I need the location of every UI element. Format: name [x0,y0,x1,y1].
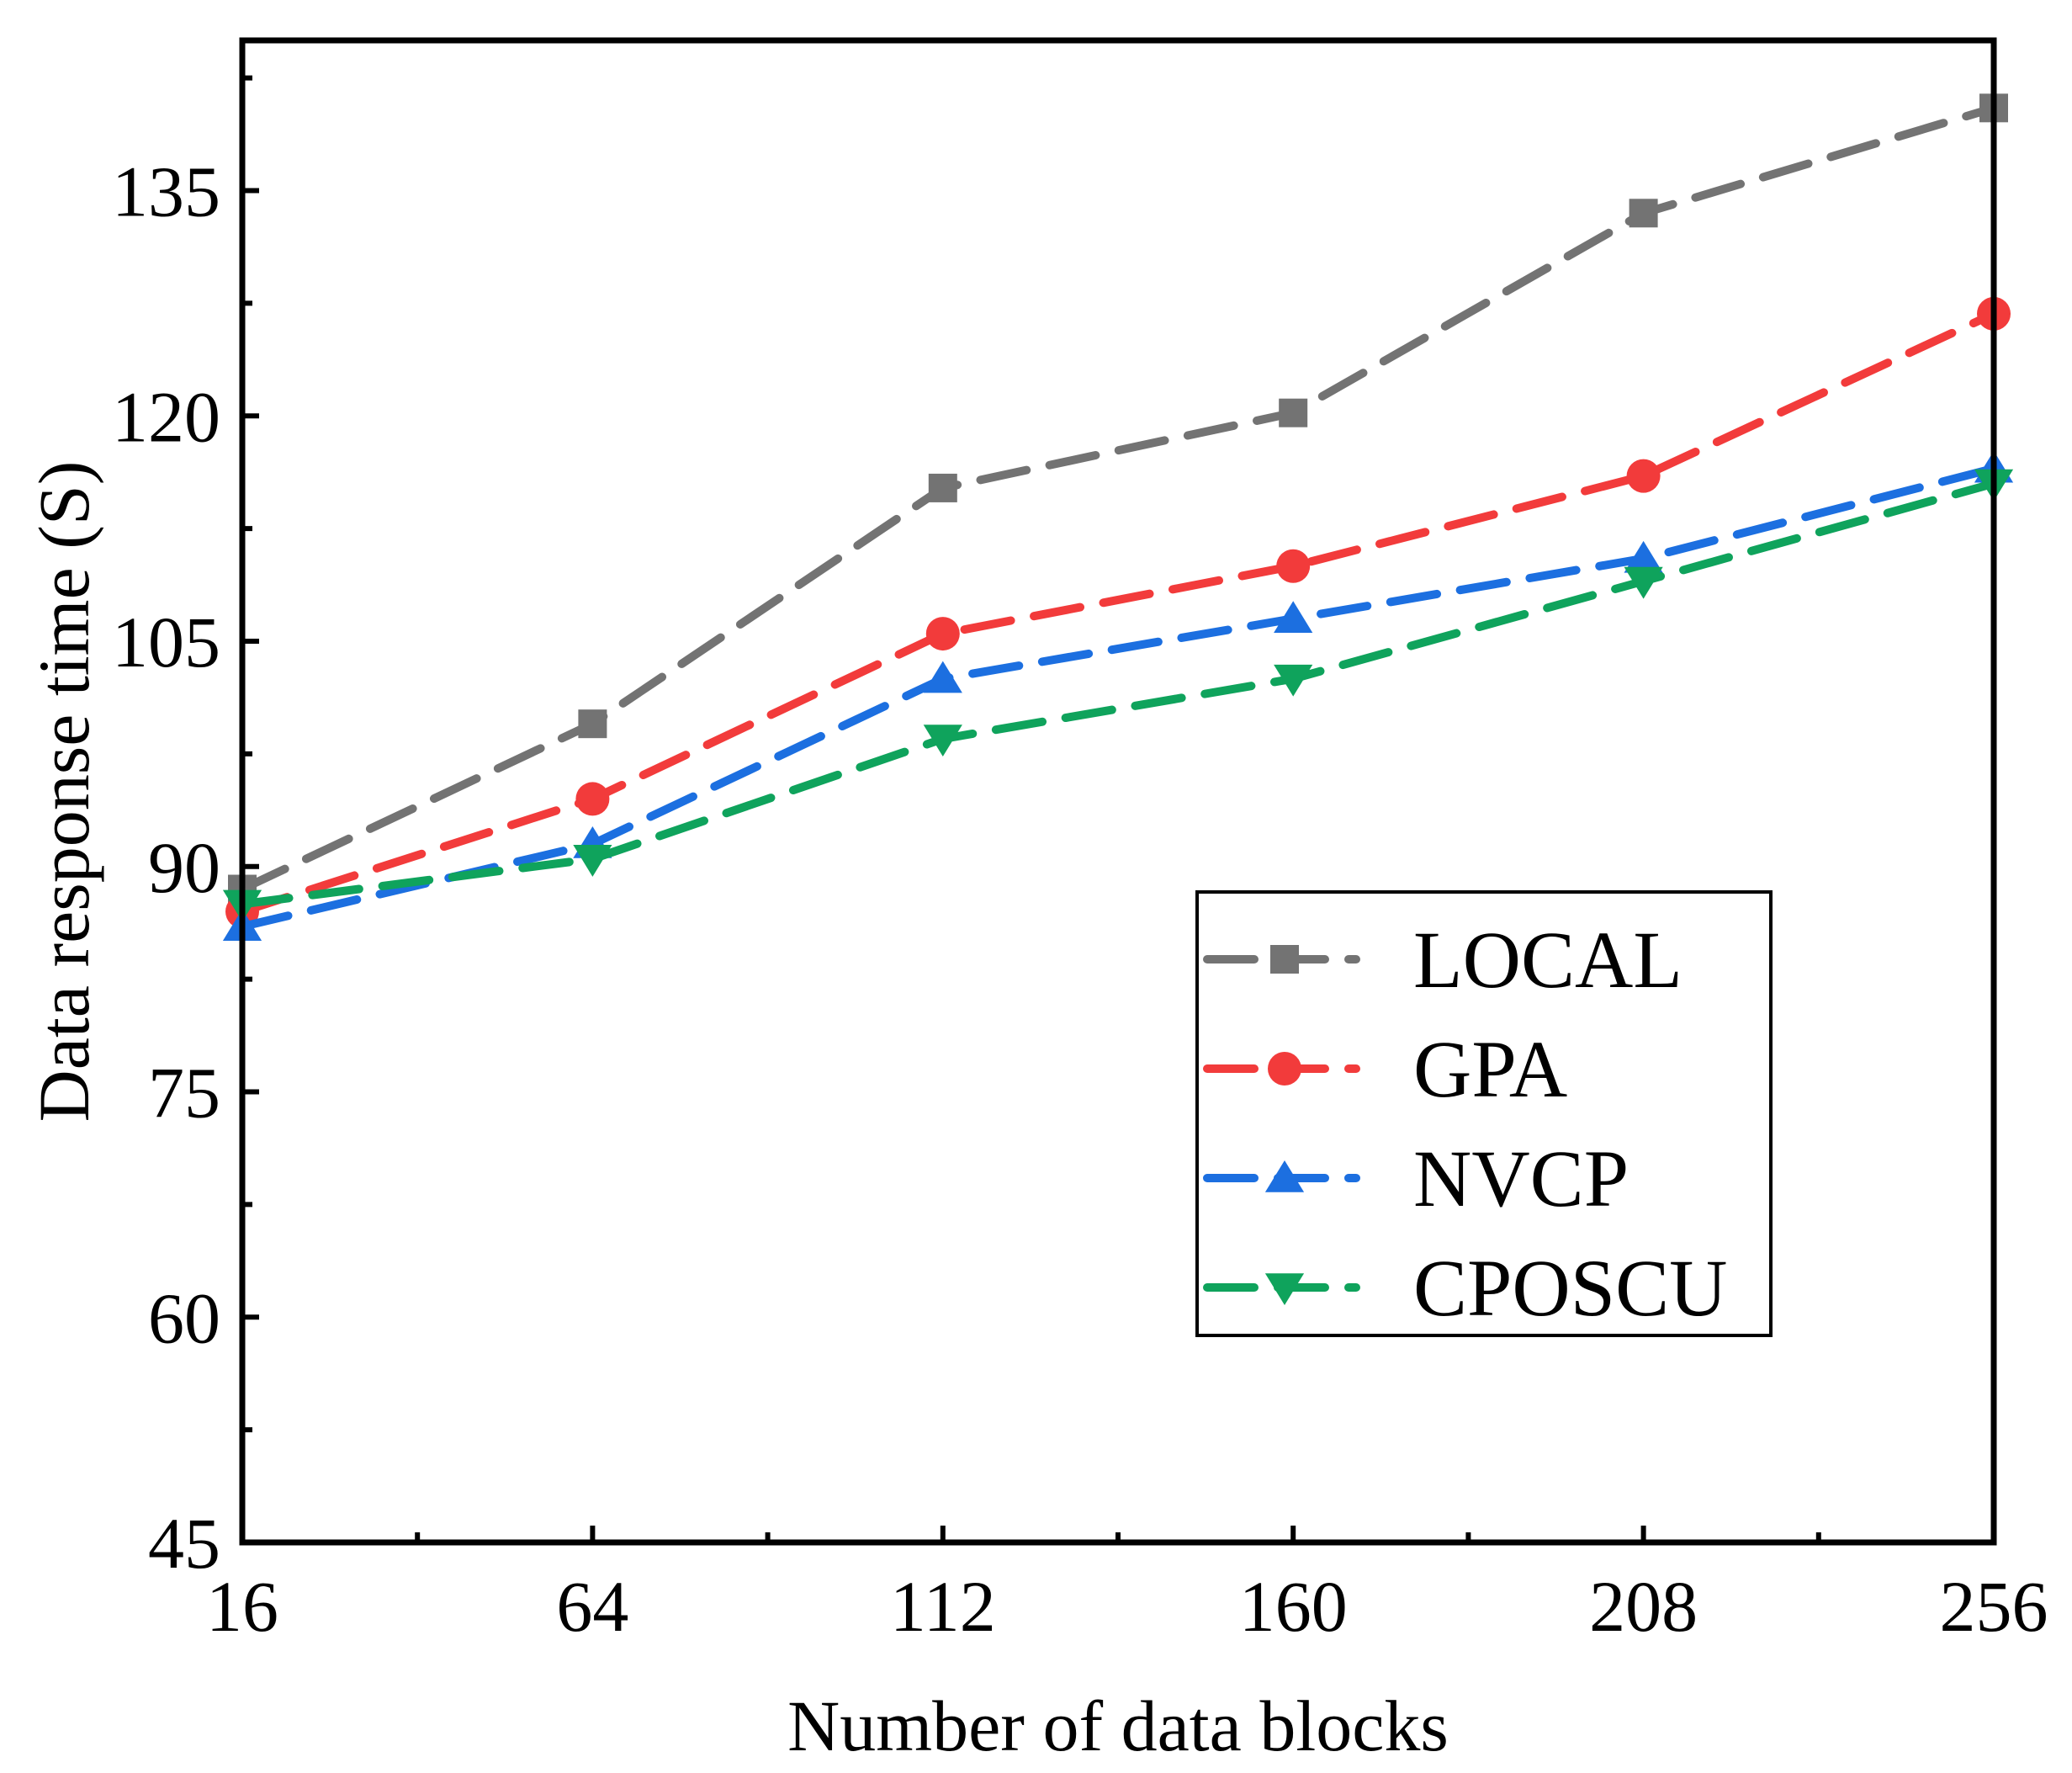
y-tick-label: 90 [148,827,220,908]
axis-ticks [240,75,1996,1545]
legend-marker-cposcu [1264,1273,1305,1305]
series-gpa [225,296,2011,929]
x-tick-label: 16 [206,1566,278,1647]
data-point-cposcu [1624,566,1663,599]
legend: LOCAL GPA NVCP CPOSCU [1195,890,1773,1337]
y-axis-title: Data response time (S) [24,461,104,1123]
series-nvcp [222,450,2014,941]
series-line-gpa [238,309,1998,916]
legend-label-local: LOCAL [1413,915,1683,1005]
data-point-local [1629,199,1658,228]
legend-label-cposcu: CPOSCU [1413,1243,1728,1333]
series-layer [222,93,2014,941]
series-line-nvcp [238,464,1998,932]
data-point-local [1279,398,1308,427]
y-tick-label: 60 [148,1277,220,1358]
data-point-gpa [1626,459,1661,493]
legend-label-nvcp: NVCP [1413,1133,1629,1224]
data-point-local [928,473,957,502]
series-line-local [238,104,1998,894]
legend-marker-gpa [1268,1052,1301,1086]
x-tick-label: 112 [890,1566,996,1647]
x-tick-label: 256 [1940,1566,2048,1647]
series-local [228,93,2008,904]
x-tick-label: 64 [556,1566,628,1647]
legend-marker-local [1270,945,1299,974]
series-line-cposcu [238,479,1998,909]
data-point-cposcu [923,725,962,757]
x-tick-label: 208 [1589,1566,1698,1647]
data-point-nvcp [1274,601,1313,634]
y-tick-label: 45 [148,1503,220,1584]
y-tick-label: 75 [148,1053,220,1133]
data-point-gpa [575,782,610,816]
y-tick-label: 120 [112,376,220,457]
legend-label-gpa: GPA [1413,1024,1567,1114]
data-point-gpa [925,617,960,651]
data-point-local [578,709,607,739]
x-axis-title: Number of data blocks [787,1685,1449,1766]
data-point-cposcu [1274,664,1313,697]
series-cposcu [222,469,2014,922]
legend-marker-nvcp [1264,1160,1305,1192]
tick-labels: 16 64 112 160 208 256 45 60 75 90 105 120 135 [112,151,2048,1648]
data-point-cposcu [573,845,612,877]
data-point-nvcp [1624,540,1663,573]
y-tick-label: 105 [112,602,220,682]
data-point-nvcp [923,661,962,693]
data-point-gpa [1276,549,1311,583]
y-tick-label: 135 [112,151,220,232]
x-tick-label: 160 [1239,1566,1348,1647]
